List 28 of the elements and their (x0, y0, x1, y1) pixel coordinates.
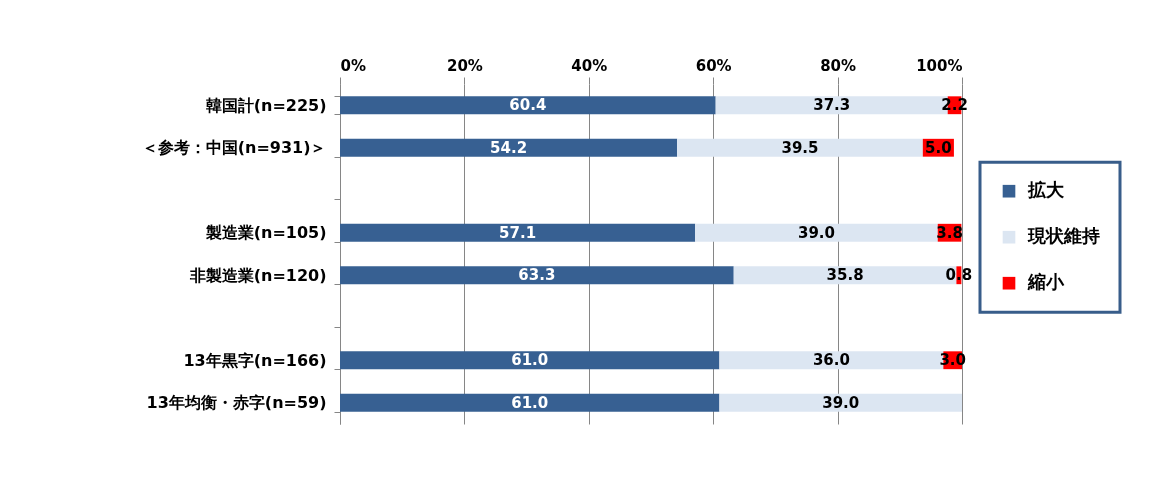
y-tick-label: 韓国計(n=225) (205, 95, 327, 115)
x-tick-label: 100% (916, 56, 963, 75)
legend-label: 現状維持 (1027, 225, 1100, 247)
y-tick-label: 非製造業(n=120) (188, 265, 327, 285)
data-label: 63.3 (518, 266, 556, 285)
data-label: 39.0 (797, 223, 835, 242)
y-tick-label: 13年均衡・赤字(n=59) (146, 393, 327, 413)
data-label: 36.0 (812, 351, 850, 370)
y-tick-label: ＜参考：中国(n=931)＞ (141, 138, 327, 158)
x-tick-label: 60% (695, 56, 732, 75)
data-label: 39.0 (822, 393, 860, 412)
legend-label: 拡大 (1027, 179, 1065, 201)
data-label: 54.2 (490, 138, 528, 157)
data-label: 39.5 (781, 138, 819, 157)
data-label: 35.8 (826, 266, 864, 285)
data-label: 37.3 (813, 96, 851, 115)
data-label: 60.4 (509, 96, 547, 115)
x-tick-label: 20% (446, 56, 483, 75)
y-tick-label: 製造業(n=105) (204, 223, 327, 243)
y-tick-label: 13年黒字(n=166) (183, 350, 327, 370)
x-tick-label: 40% (571, 56, 608, 75)
x-tick-label: 0% (340, 56, 366, 75)
x-tick-label: 80% (820, 56, 857, 75)
data-label: 57.1 (499, 223, 537, 242)
data-label: 61.0 (511, 351, 549, 370)
data-label: 5.0 (925, 138, 952, 157)
data-label: 61.0 (511, 393, 549, 412)
legend-label: 縮小 (1027, 271, 1065, 293)
